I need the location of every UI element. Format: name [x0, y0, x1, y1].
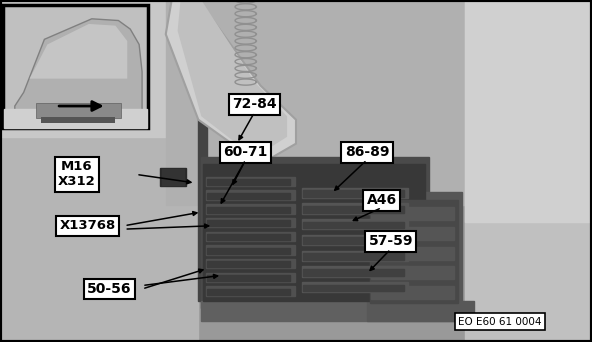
Text: 57-59: 57-59: [368, 234, 413, 248]
Bar: [160, 168, 186, 186]
Bar: [371, 266, 454, 279]
Text: 86-89: 86-89: [345, 145, 390, 159]
Bar: [302, 188, 408, 198]
Bar: [302, 266, 408, 277]
Bar: [303, 190, 404, 197]
Text: A46: A46: [367, 193, 397, 207]
Bar: [207, 220, 290, 226]
Bar: [207, 289, 290, 295]
Bar: [207, 248, 290, 254]
Bar: [303, 285, 404, 291]
Bar: [206, 177, 295, 186]
Bar: [201, 157, 429, 308]
Bar: [371, 286, 454, 299]
Bar: [303, 269, 404, 276]
Bar: [207, 234, 290, 240]
Bar: [303, 206, 404, 213]
Bar: [371, 247, 454, 260]
Bar: [206, 273, 295, 282]
Bar: [303, 253, 404, 260]
Bar: [367, 192, 462, 308]
Bar: [303, 222, 404, 228]
Bar: [206, 218, 295, 227]
Bar: [206, 245, 295, 255]
Text: X13768: X13768: [59, 219, 116, 232]
Bar: [201, 301, 462, 321]
Polygon shape: [15, 19, 142, 123]
Bar: [206, 204, 295, 214]
Bar: [207, 207, 290, 213]
Bar: [203, 164, 425, 301]
Polygon shape: [166, 0, 296, 164]
Bar: [302, 251, 408, 261]
Polygon shape: [30, 24, 127, 79]
Bar: [0, 0, 198, 342]
Bar: [162, 169, 184, 185]
Bar: [302, 282, 408, 292]
Bar: [198, 62, 207, 301]
Bar: [206, 286, 295, 296]
Bar: [207, 193, 290, 199]
Bar: [3, 5, 148, 128]
Bar: [0, 0, 592, 137]
Text: M16
X312: M16 X312: [58, 160, 96, 188]
Bar: [207, 261, 290, 267]
Bar: [4, 109, 147, 128]
Text: 50-56: 50-56: [87, 282, 132, 296]
Text: 72-84: 72-84: [232, 97, 277, 111]
Bar: [367, 301, 474, 321]
Bar: [206, 259, 295, 268]
Polygon shape: [36, 103, 121, 118]
Text: 60-71: 60-71: [224, 145, 268, 159]
Bar: [302, 219, 408, 229]
Bar: [207, 179, 290, 185]
Bar: [370, 200, 458, 303]
Bar: [206, 232, 295, 241]
Bar: [166, 0, 592, 205]
Bar: [465, 0, 592, 222]
Text: EO E60 61 0004: EO E60 61 0004: [458, 317, 542, 327]
Bar: [371, 207, 454, 220]
Bar: [303, 237, 404, 244]
Polygon shape: [41, 117, 115, 123]
Bar: [465, 0, 592, 342]
Bar: [207, 275, 290, 281]
Bar: [302, 235, 408, 245]
Polygon shape: [178, 0, 287, 157]
Bar: [206, 190, 295, 200]
Bar: [371, 227, 454, 240]
Bar: [302, 203, 408, 214]
